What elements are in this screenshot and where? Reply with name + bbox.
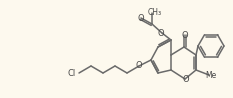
Text: O: O (182, 30, 188, 39)
Text: Cl: Cl (68, 69, 76, 78)
Text: O: O (136, 62, 142, 70)
Text: CH₃: CH₃ (148, 8, 162, 16)
Text: Me: Me (205, 72, 217, 80)
Text: O: O (138, 14, 144, 23)
Text: O: O (183, 75, 189, 84)
Text: O: O (158, 29, 164, 38)
